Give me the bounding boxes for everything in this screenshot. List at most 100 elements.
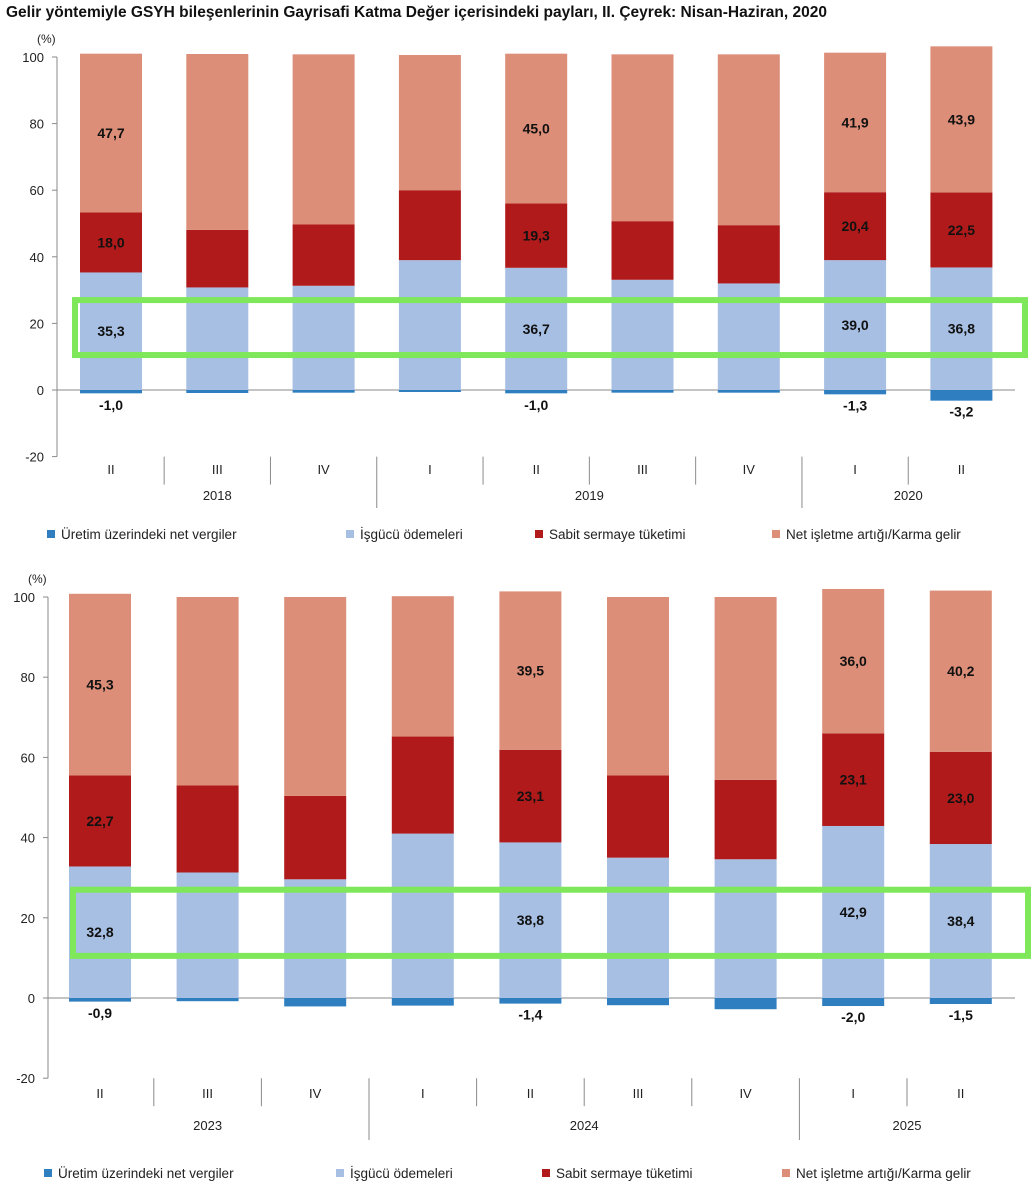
- bar-labor-payments: [505, 267, 568, 390]
- bar-operating-surplus: [499, 591, 562, 750]
- bar-operating-surplus: [186, 54, 249, 230]
- legend-label: İşgücü ödemeleri: [360, 527, 463, 542]
- bar-capital-consumption: [930, 192, 993, 268]
- bar-labor-payments: [80, 272, 142, 390]
- bar-capital-consumption: [69, 775, 131, 867]
- bar-net-taxes: [391, 998, 454, 1006]
- bar-capital-consumption: [80, 212, 142, 273]
- y-tick-label: 80: [21, 670, 35, 685]
- data-label: 38,4: [947, 913, 974, 929]
- bar-labor-payments: [607, 857, 669, 998]
- data-label: 45,3: [86, 677, 113, 693]
- data-label: -1,4: [518, 1007, 542, 1023]
- legend-swatch-labor-payments: [336, 1169, 344, 1177]
- bar-labor-payments: [292, 285, 355, 390]
- x-tick-label: II: [957, 1086, 964, 1101]
- legend-label: Sabit sermaye tüketimi: [549, 527, 686, 542]
- data-label: -1,0: [524, 397, 548, 413]
- bar-capital-consumption: [186, 229, 249, 288]
- x-tick-label: III: [633, 1086, 644, 1101]
- bar-net-taxes: [717, 390, 780, 393]
- year-group-label: 2024: [570, 1118, 599, 1133]
- bar-net-taxes: [822, 998, 885, 1007]
- bar-net-taxes: [930, 390, 993, 401]
- data-label: 23,1: [840, 772, 867, 788]
- data-label: 42,9: [840, 904, 867, 920]
- bar-labor-payments: [499, 842, 562, 998]
- legend-label: Üretim üzerindeki net vergiler: [58, 1166, 234, 1181]
- legend-label: Net işletme artığı/Karma gelir: [786, 527, 961, 542]
- data-label: 23,0: [947, 790, 974, 806]
- bar-net-taxes: [714, 998, 777, 1010]
- bar-operating-surplus: [929, 590, 992, 752]
- legend-swatch-net-taxes: [47, 530, 55, 538]
- data-label: 43,9: [948, 111, 975, 127]
- y-tick-label: 100: [13, 590, 35, 605]
- bar-operating-surplus: [822, 588, 885, 734]
- bar-capital-consumption: [398, 190, 461, 261]
- y-tick-label: 0: [37, 383, 44, 398]
- legend-label: Üretim üzerindeki net vergiler: [61, 527, 237, 542]
- x-tick-label: II: [533, 462, 540, 477]
- bar-capital-consumption: [284, 795, 347, 880]
- bar-capital-consumption: [611, 221, 674, 280]
- legend-swatch-labor-payments: [346, 530, 354, 538]
- legend-label: Sabit sermaye tüketimi: [556, 1166, 693, 1181]
- bar-operating-surplus: [80, 53, 142, 213]
- bar-operating-surplus: [391, 596, 454, 737]
- bar-net-taxes: [824, 390, 887, 395]
- data-label: -0,9: [88, 1005, 112, 1021]
- bar-labor-payments: [284, 879, 347, 998]
- bar-capital-consumption: [391, 736, 454, 834]
- bar-operating-surplus: [292, 54, 355, 225]
- data-label: 36,8: [948, 321, 975, 337]
- data-label: -1,0: [99, 397, 123, 413]
- data-label: 47,7: [97, 125, 124, 141]
- data-label: 22,7: [86, 813, 113, 829]
- x-tick-label: I: [853, 462, 857, 477]
- bar-operating-surplus: [930, 46, 993, 193]
- data-label: -1,5: [949, 1007, 973, 1023]
- y-tick-label: 60: [21, 750, 35, 765]
- bar-labor-payments: [824, 260, 887, 390]
- y-tick-label: 80: [30, 117, 44, 132]
- bar-net-taxes: [611, 390, 674, 393]
- x-tick-label: I: [421, 1086, 425, 1101]
- bar-net-taxes: [292, 390, 355, 393]
- bar-net-taxes: [186, 390, 249, 393]
- x-tick-label: IV: [743, 462, 756, 477]
- bar-capital-consumption: [505, 203, 568, 268]
- data-label: 39,0: [841, 317, 868, 333]
- bar-labor-payments: [929, 844, 992, 998]
- data-label: 38,8: [517, 912, 544, 928]
- data-label: 36,0: [840, 653, 867, 669]
- data-label: 18,0: [97, 234, 124, 250]
- bar-net-taxes: [284, 998, 347, 1007]
- bar-labor-payments: [714, 859, 777, 998]
- data-label: 35,3: [97, 323, 124, 339]
- bar-labor-payments: [822, 825, 885, 998]
- bar-capital-consumption: [822, 733, 885, 826]
- legend-label: Net işletme artığı/Karma gelir: [796, 1166, 971, 1181]
- bar-operating-surplus: [714, 597, 777, 780]
- bar-net-taxes: [69, 998, 131, 1002]
- chart-panel-1: 100 80 60 40 20 0 -20 (%) -1,0 -1,0 -1,3 -3,2 35,3 36…: [22, 32, 1028, 542]
- x-tick-label: III: [212, 462, 223, 477]
- year-group-label: 2023: [193, 1118, 222, 1133]
- bar-labor-payments: [391, 833, 454, 998]
- year-group-label: 2019: [575, 488, 604, 503]
- year-group-label: 2018: [203, 488, 232, 503]
- bar-capital-consumption: [499, 749, 562, 843]
- x-tick-label: II: [527, 1086, 534, 1101]
- legend-swatch-net-taxes: [44, 1169, 52, 1177]
- bar-operating-surplus: [176, 597, 239, 786]
- bar-operating-surplus: [398, 55, 461, 191]
- legend-swatch-capital-consumption: [542, 1169, 550, 1177]
- y-unit-label: (%): [37, 32, 56, 46]
- y-tick-label: 40: [30, 250, 44, 265]
- x-tick-label: II: [958, 462, 965, 477]
- y-tick-label: 40: [21, 831, 35, 846]
- y-tick-label: 20: [30, 316, 44, 331]
- y-tick-label: -20: [25, 450, 44, 465]
